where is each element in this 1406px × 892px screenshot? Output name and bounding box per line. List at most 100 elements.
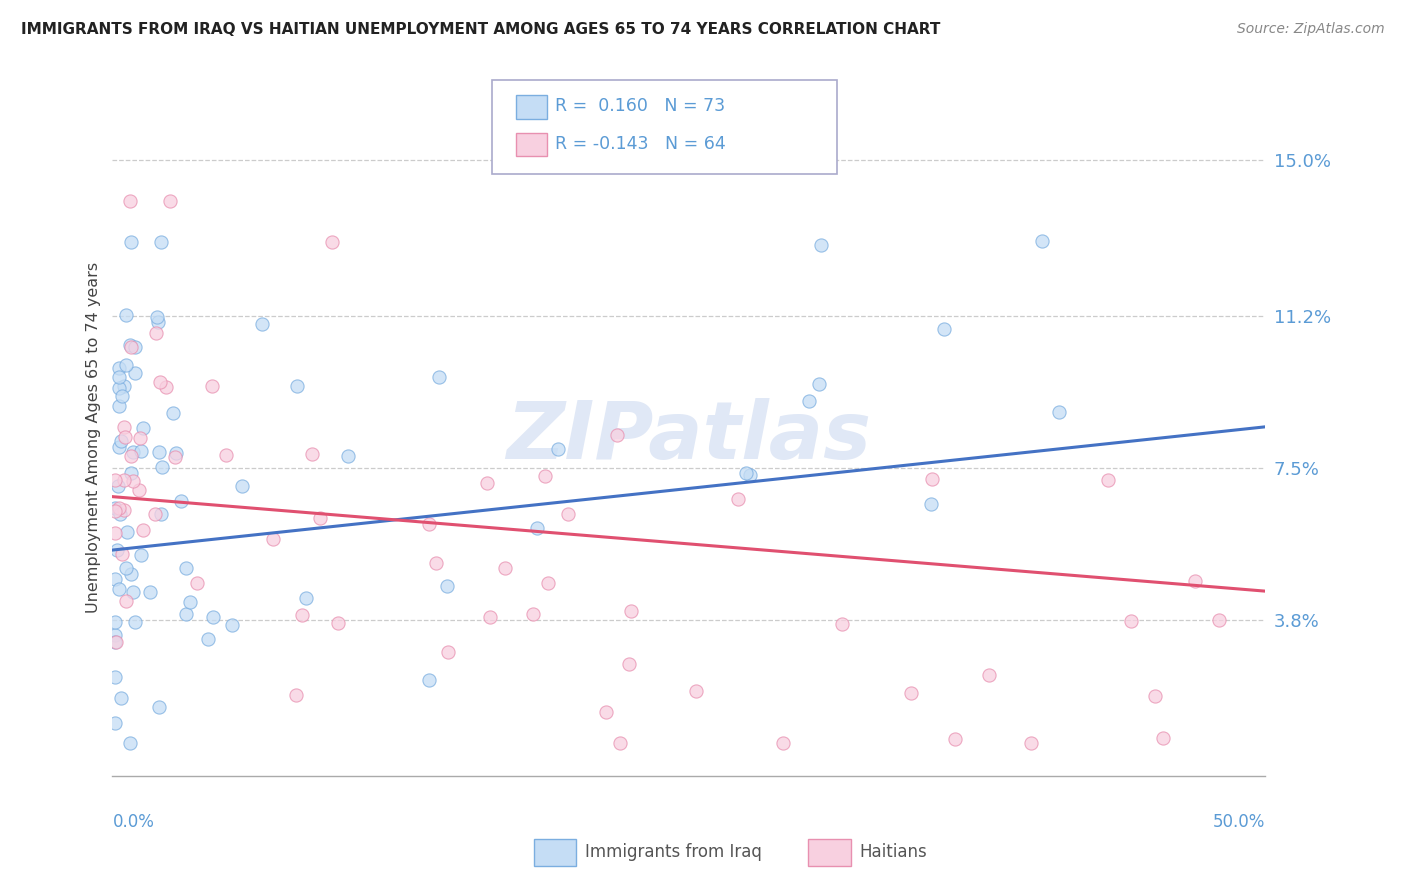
Point [418, 516, 440, 531]
Point [295, 591, 318, 605]
Point [108, 381, 131, 395]
Point [128, 483, 150, 498]
Point [122, 585, 145, 599]
Point [262, 532, 284, 546]
Point [104, 670, 127, 684]
Point [537, 575, 560, 590]
Point [104, 504, 127, 518]
Point [290, 608, 312, 623]
Point [159, 194, 181, 208]
Point [685, 684, 707, 698]
Point [112, 378, 135, 392]
Text: 50.0%: 50.0% [1213, 814, 1265, 831]
Point [1097, 473, 1119, 487]
Point [111, 389, 134, 403]
Point [132, 421, 155, 435]
Point [301, 447, 323, 461]
Text: 0.0%: 0.0% [112, 814, 155, 831]
Text: Source: ZipAtlas.com: Source: ZipAtlas.com [1237, 22, 1385, 37]
Point [148, 445, 170, 459]
Point [174, 561, 197, 575]
Point [179, 595, 201, 609]
Text: R =  0.160   N = 73: R = 0.160 N = 73 [555, 97, 725, 115]
Point [197, 632, 219, 646]
Point [522, 607, 544, 622]
Point [110, 434, 132, 448]
Point [606, 428, 628, 442]
Point [252, 317, 274, 331]
Point [1144, 689, 1167, 703]
Point [120, 449, 142, 463]
Point [810, 238, 832, 252]
Point [108, 507, 131, 521]
Point [285, 378, 308, 392]
Point [797, 394, 820, 409]
Point [146, 315, 169, 329]
Point [120, 235, 142, 249]
Point [437, 645, 460, 659]
Point [526, 521, 548, 535]
Point [143, 507, 166, 521]
Point [1031, 234, 1053, 248]
Point [114, 308, 136, 322]
Point [107, 479, 129, 493]
Point [108, 441, 131, 455]
Point [557, 507, 579, 521]
Point [1021, 736, 1043, 750]
Point [150, 460, 173, 475]
Text: R = -0.143   N = 64: R = -0.143 N = 64 [555, 135, 725, 153]
Point [120, 567, 142, 582]
Point [149, 376, 172, 390]
Point [831, 616, 853, 631]
Point [202, 610, 225, 624]
Point [215, 448, 238, 462]
Point [475, 476, 498, 491]
Point [104, 635, 127, 649]
Y-axis label: Unemployment Among Ages 65 to 74 years: Unemployment Among Ages 65 to 74 years [86, 261, 101, 613]
Point [595, 705, 617, 719]
Point [120, 466, 142, 480]
Point [118, 338, 141, 352]
Point [1121, 614, 1143, 628]
Point [114, 473, 136, 487]
Point [979, 668, 1001, 682]
Point [120, 736, 142, 750]
Point [108, 399, 131, 413]
Point [772, 736, 794, 750]
Point [547, 442, 569, 456]
Point [108, 370, 131, 384]
Point [727, 492, 749, 507]
Point [921, 472, 943, 486]
Text: ZIPatlas: ZIPatlas [506, 398, 872, 476]
Point [425, 556, 447, 570]
Point [617, 657, 640, 672]
Point [734, 467, 756, 481]
Point [108, 500, 131, 515]
Point [900, 686, 922, 700]
Point [146, 310, 169, 324]
Point [124, 340, 146, 354]
Point [186, 575, 208, 590]
Point [494, 561, 516, 575]
Point [308, 511, 330, 525]
Point [620, 604, 643, 618]
Point [165, 446, 187, 460]
Point [122, 444, 145, 458]
Point [129, 444, 152, 458]
Point [808, 377, 831, 392]
Point [740, 468, 762, 483]
Point [1152, 731, 1174, 745]
Point [321, 235, 343, 249]
Point [129, 549, 152, 563]
Point [284, 688, 307, 702]
Point [104, 573, 127, 587]
Point [115, 594, 138, 608]
Point [120, 194, 142, 208]
Point [145, 326, 167, 340]
Point [609, 736, 631, 750]
Point [104, 473, 127, 487]
Text: Immigrants from Iraq: Immigrants from Iraq [585, 843, 762, 861]
Point [478, 610, 501, 624]
Point [170, 493, 193, 508]
Point [128, 431, 150, 445]
